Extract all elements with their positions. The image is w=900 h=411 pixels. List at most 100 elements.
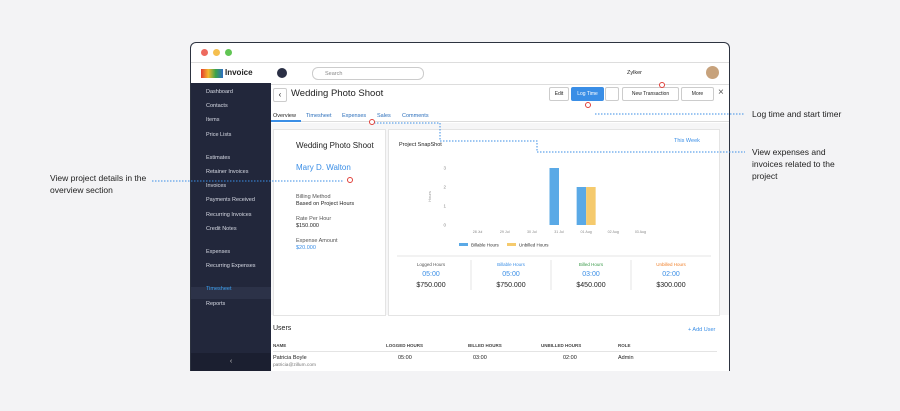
close-button[interactable]: × — [718, 87, 724, 98]
y-axis-label: Hours — [427, 191, 432, 202]
chart: Hours 0 1 2 3 28 Jul 29 Jul 30 Jul 31 Jul 01 Aug 0… — [397, 166, 711, 290]
tab-underline — [271, 120, 301, 122]
x-tick-label: 03 Aug — [635, 230, 646, 234]
app-window: Invoice Search Zylker ‹ Dashboard Contact… — [190, 42, 730, 371]
hotspot — [369, 119, 375, 125]
tab[interactable]: Comments — [402, 113, 429, 119]
summary-hours: 03:00 — [582, 271, 600, 278]
more-button[interactable]: More — [681, 87, 714, 101]
nav-item[interactable]: Price Lists — [206, 131, 232, 138]
hotspot — [347, 177, 353, 183]
legend-label: Billable Hours — [471, 243, 500, 248]
x-tick-label: 29 Jul — [500, 230, 510, 234]
x-tick-label: 01 Aug — [581, 230, 592, 234]
summary-amount: $450.000 — [576, 282, 605, 289]
snapshot-title: Project SnapShot — [399, 142, 442, 148]
org-name[interactable]: Zylker — [627, 70, 642, 76]
nav-item[interactable]: Items — [206, 117, 220, 124]
tab[interactable]: Timesheet — [306, 113, 332, 119]
nav-item[interactable]: Dashboard — [206, 89, 233, 95]
bar — [586, 187, 596, 225]
timer-button[interactable] — [605, 87, 619, 101]
nav-item[interactable]: Reports — [206, 300, 226, 307]
x-tick-label: 31 Jul — [554, 230, 564, 234]
menu-icon[interactable] — [277, 68, 287, 78]
search-box[interactable]: Search — [312, 67, 424, 80]
annotation: View project details in the overview sec… — [50, 173, 147, 195]
logo: Invoice — [225, 68, 253, 77]
column-header: LOGGED HOURS — [386, 343, 424, 348]
summary-amount: $750.000 — [496, 282, 525, 289]
y-tick-label: 0 — [443, 223, 446, 228]
nav-item[interactable]: Credit Notes — [206, 225, 237, 232]
tab[interactable]: Expenses — [342, 113, 367, 119]
snapshot-panel: Project SnapShot This Week Hours 0 1 2 3 28 J… — [388, 129, 720, 316]
tab[interactable]: Overview — [273, 113, 296, 119]
tab-rule — [271, 121, 729, 122]
summary-hours: 05:00 — [422, 271, 440, 278]
period-select[interactable]: This Week — [674, 138, 700, 144]
bar — [576, 187, 587, 225]
nav-item[interactable]: Expenses — [206, 249, 231, 255]
project-panel: Wedding Photo Shoot Mary D. Walton Billi… — [273, 129, 386, 316]
new-transaction-button[interactable]: New Transaction — [622, 87, 679, 101]
search-placeholder: Search — [325, 70, 343, 77]
hotspot — [659, 82, 665, 88]
collapse-button[interactable]: ‹ — [191, 353, 271, 371]
callout-line — [374, 122, 745, 153]
user-name: Patricia Boyle — [273, 355, 307, 361]
nav-item[interactable]: Recurring Expenses — [206, 263, 256, 270]
app-bar: Invoice Search Zylker — [191, 62, 729, 85]
y-tick-label: 1 — [443, 204, 446, 209]
summary-amount: $750.000 — [416, 282, 445, 289]
summary-label: Logged Hours — [417, 262, 446, 267]
nav-item[interactable]: Invoices — [206, 183, 227, 190]
summary-hours: 05:00 — [502, 271, 520, 278]
nav-item[interactable]: Timesheet — [206, 286, 232, 293]
nav-item[interactable]: Payments Received — [206, 197, 255, 204]
nav-item[interactable]: Retainer Invoices — [206, 169, 249, 175]
add-user[interactable]: + Add User — [688, 327, 716, 333]
column-header: NAME — [273, 343, 287, 348]
y-tick-label: 3 — [443, 166, 446, 171]
user-unbilled: 02:00 — [563, 355, 577, 361]
legend-swatch — [459, 243, 468, 246]
users-table: NAME LOGGED HOURS BILLED HOURS UNBILLED HOU… — [273, 339, 717, 371]
edit-button[interactable]: Edit — [549, 87, 569, 101]
annotation: Log time and start timer — [752, 109, 842, 119]
nav-item[interactable]: Contacts — [206, 103, 228, 110]
summary-label: Unbilled Hours — [656, 262, 686, 267]
logo-mark — [201, 69, 223, 78]
customer-name[interactable]: Mary D. Walton — [296, 163, 351, 172]
user-role: Admin — [618, 355, 634, 361]
field-value: $150.000 — [296, 223, 319, 229]
x-tick-label: 28 Jul — [473, 230, 483, 234]
annotation: View expenses and invoices related to th… — [752, 147, 835, 181]
sidebar: ‹ Dashboard Contacts Items Price Lists Estim… — [191, 83, 271, 371]
field-label: Rate Per Hour — [296, 216, 332, 222]
avatar[interactable] — [706, 66, 719, 79]
log-time-button[interactable]: Log Time — [571, 87, 604, 101]
legend-label: Unbilled Hours — [519, 243, 549, 248]
column-header: BILLED HOURS — [468, 343, 502, 348]
nav-item[interactable]: Recurring Invoices — [206, 211, 252, 218]
field-value: $20.000 — [296, 245, 316, 251]
summary-hours: 02:00 — [662, 271, 680, 278]
back-button[interactable]: ‹ — [273, 88, 287, 102]
legend-swatch — [507, 243, 516, 246]
column-header: ROLE — [618, 343, 631, 348]
user-billed: 03:00 — [473, 355, 487, 361]
y-tick-label: 2 — [443, 185, 446, 190]
user-email: patricia@zillum.com — [273, 363, 316, 368]
summary-label: Billed Hours — [579, 262, 604, 267]
summary-amount: $300.000 — [656, 282, 685, 289]
nav-item[interactable]: Estimates — [206, 154, 231, 161]
window-dot — [213, 49, 220, 56]
tab[interactable]: Sales — [377, 113, 391, 119]
field-label: Billing Method — [296, 194, 331, 200]
x-tick-label: 30 Jul — [527, 230, 537, 234]
field-value: Based on Project Hours — [296, 201, 355, 207]
bar — [549, 168, 559, 225]
user-logged: 05:00 — [398, 355, 412, 361]
